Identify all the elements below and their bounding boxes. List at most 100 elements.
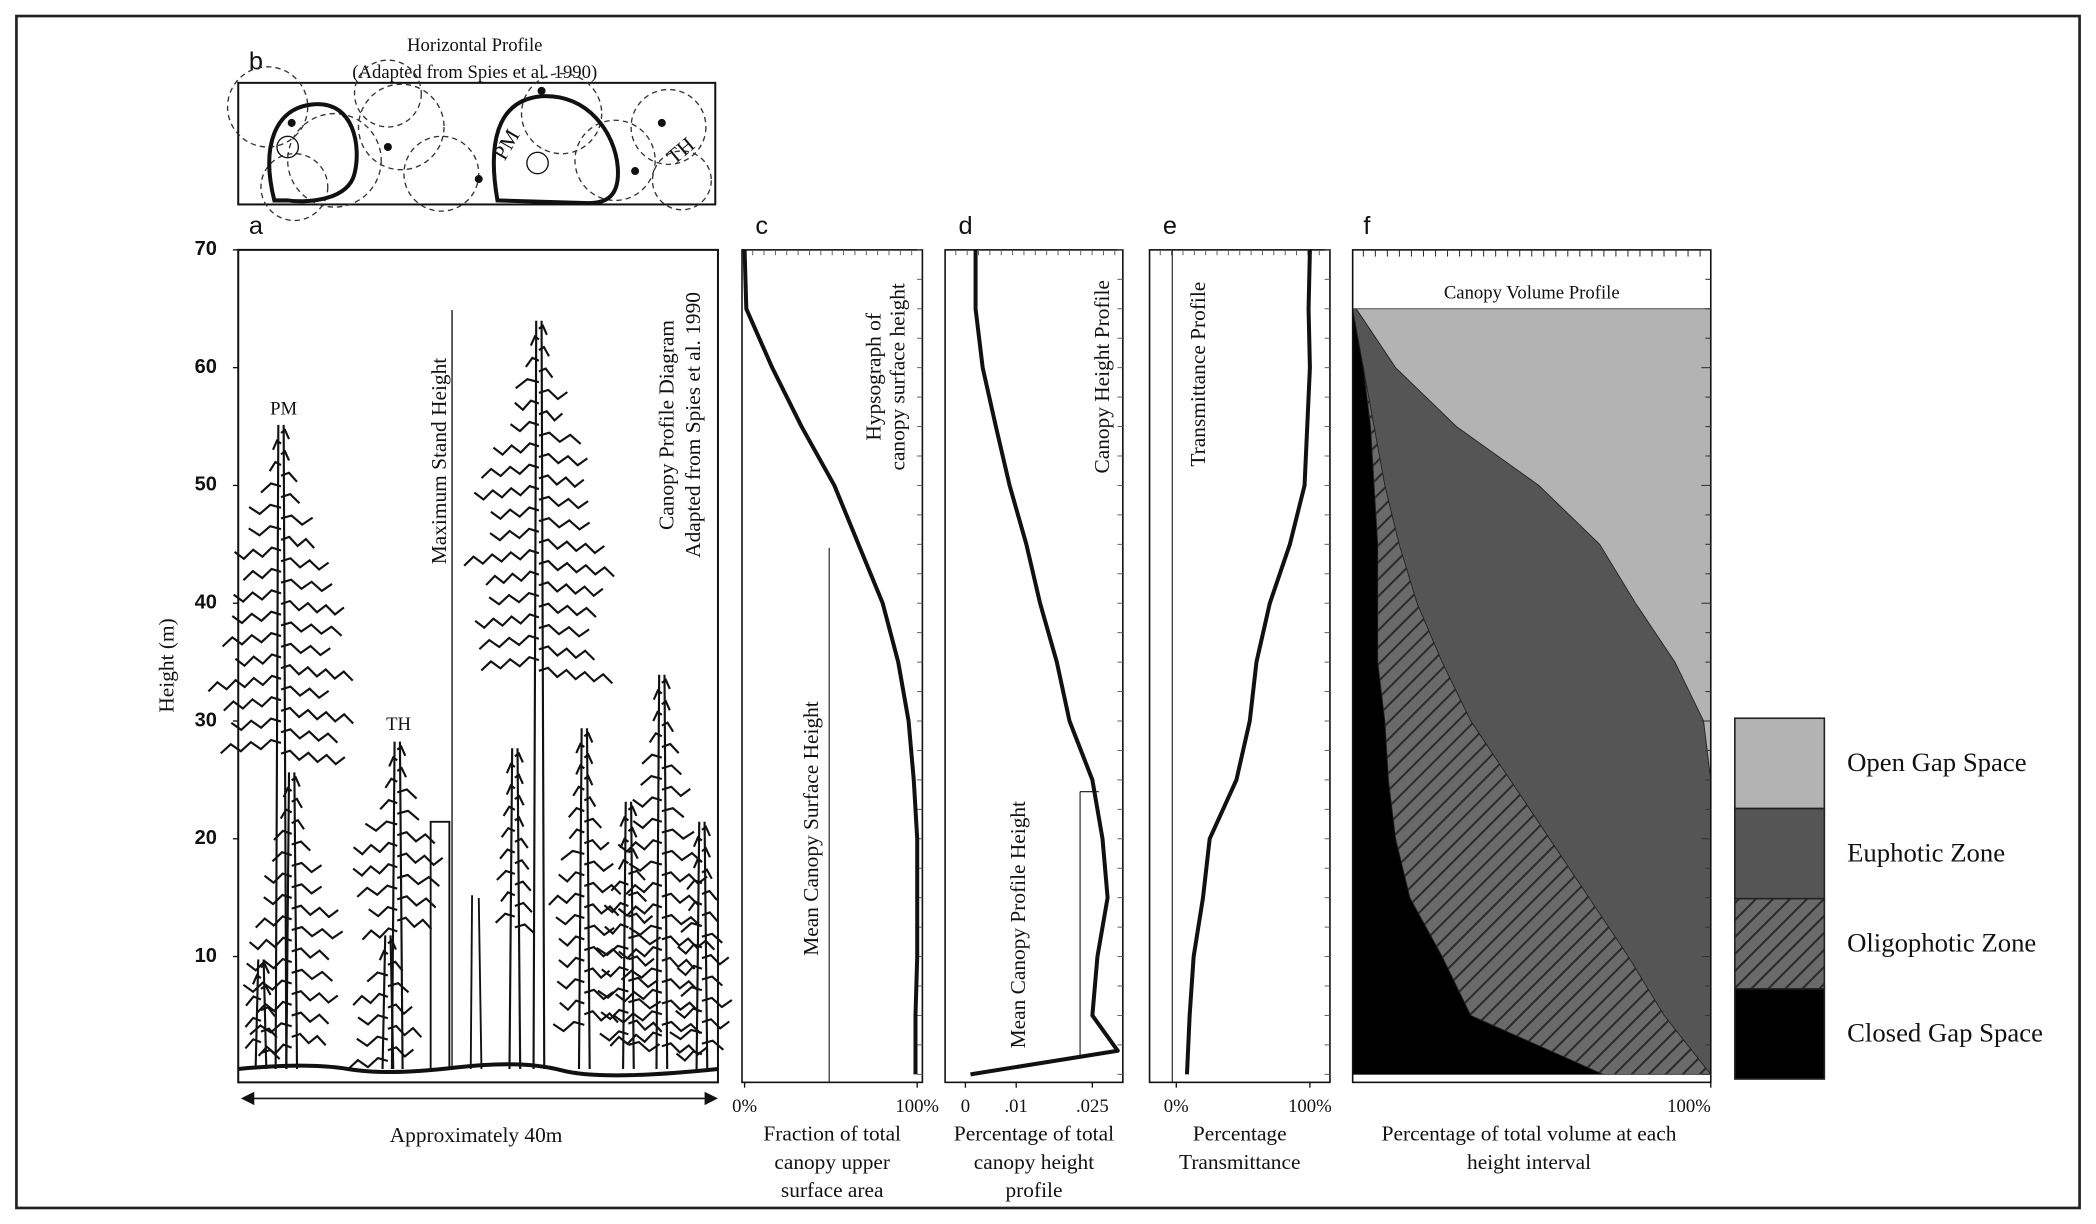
stem-dot: [383, 142, 392, 151]
branch: [675, 1050, 703, 1062]
branch: [352, 992, 389, 1006]
branch: [280, 749, 346, 766]
branch: [280, 663, 354, 682]
branch: [280, 728, 339, 744]
branch: [652, 688, 663, 701]
branch: [282, 786, 293, 798]
crown-outline: [491, 94, 620, 206]
branch: [499, 848, 516, 860]
branch: [245, 995, 262, 1007]
branch: [584, 945, 624, 960]
plot-frame: [1148, 249, 1331, 1084]
branch: [583, 817, 603, 829]
branch: [661, 785, 691, 798]
branch: [661, 699, 671, 711]
branch: [242, 979, 292, 994]
branch: [538, 559, 615, 578]
x-axis-label: Percentage: [1193, 1122, 1287, 1146]
crowns: [226, 59, 712, 222]
branch: [600, 1008, 629, 1021]
branch: [538, 367, 554, 379]
branch: [628, 891, 648, 903]
branch: [677, 943, 703, 956]
y-axis-label: Height (m): [155, 618, 179, 712]
y-tick-label: 60: [195, 356, 217, 378]
branch: [387, 938, 397, 950]
branch: [628, 955, 655, 968]
branch: [231, 610, 282, 625]
branch: [268, 460, 282, 472]
branch: [538, 581, 604, 598]
x-axis-label: Approximately 40m: [390, 1123, 563, 1147]
branch: [661, 977, 699, 992]
stem: [526, 151, 549, 175]
branch: [610, 880, 629, 892]
branch: [260, 984, 272, 996]
branch: [613, 1010, 663, 1024]
branch: [291, 904, 339, 919]
branch: [255, 1000, 293, 1014]
branch: [291, 947, 330, 961]
branch: [291, 775, 301, 787]
trunk: [508, 748, 522, 1070]
profile-line: [1184, 249, 1312, 1075]
branch: [251, 973, 262, 985]
branch: [603, 901, 629, 914]
crown: [403, 135, 480, 212]
branch: [396, 873, 440, 888]
annotation: Adapted from Spies et al. 1990: [681, 292, 705, 558]
branch: [555, 913, 585, 926]
plot-frame: [944, 249, 1124, 1084]
branch: [575, 742, 585, 754]
branch: [652, 710, 663, 722]
branch: [686, 879, 703, 891]
branch: [701, 868, 713, 880]
branch: [366, 971, 389, 983]
branch: [488, 591, 540, 606]
branch: [280, 428, 290, 440]
x-axis-label: Transmittance: [1179, 1150, 1300, 1174]
branch: [220, 738, 282, 755]
branch: [620, 967, 663, 981]
branch: [502, 805, 516, 817]
branch: [485, 570, 540, 586]
branch: [255, 915, 293, 929]
branch: [356, 1035, 389, 1048]
branch: [625, 881, 663, 895]
branch: [280, 514, 314, 526]
branch: [640, 774, 663, 786]
branch: [572, 785, 585, 797]
branch: [234, 653, 282, 668]
stem-dot: [657, 118, 666, 127]
branch: [661, 956, 696, 970]
y-tick-label: 50: [195, 474, 217, 496]
branch: [701, 975, 724, 987]
crown: [287, 112, 382, 208]
x-tick-label: 0: [961, 1096, 970, 1117]
branch: [583, 967, 611, 980]
branch: [396, 745, 407, 757]
branch: [675, 1007, 703, 1020]
branch: [514, 815, 525, 828]
x-axis-label: canopy height: [974, 1150, 1094, 1174]
stem: [276, 135, 300, 159]
branch: [378, 949, 389, 961]
branch: [628, 924, 663, 937]
branch: [500, 826, 516, 838]
branch: [244, 1038, 262, 1050]
trunk: [532, 320, 546, 1069]
branch: [489, 527, 540, 542]
branch: [396, 895, 437, 909]
branch: [583, 838, 610, 851]
branch: [280, 599, 345, 616]
legend-swatch: [1734, 897, 1826, 990]
branch: [701, 996, 733, 1009]
legend-label: Closed Gap Space: [1847, 1018, 2043, 1048]
branch: [496, 869, 516, 881]
x-tick-label: 0%: [732, 1096, 757, 1117]
crown: [520, 72, 603, 155]
stem-dot: [631, 167, 640, 176]
branch: [280, 578, 333, 593]
branch: [291, 818, 305, 830]
